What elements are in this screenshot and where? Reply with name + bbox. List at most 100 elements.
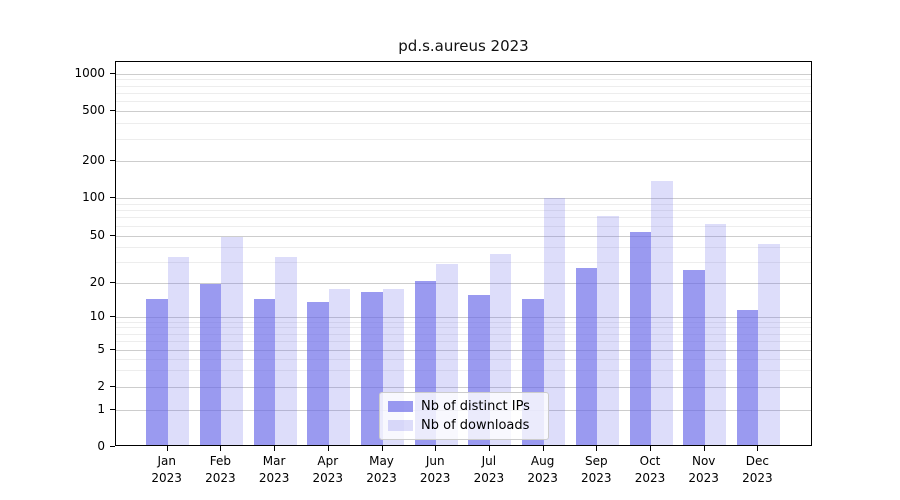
bar-distinct-ips-mar	[253, 298, 276, 445]
y-tick-mark	[110, 159, 115, 161]
x-tick-mark	[220, 446, 222, 451]
major-gridline	[116, 283, 811, 285]
minor-gridline	[116, 210, 811, 212]
x-tick-year: 2023	[366, 471, 397, 485]
bar-downloads-nov	[704, 223, 727, 445]
y-tick-label: 1	[97, 401, 105, 416]
y-tick-mark	[110, 72, 115, 74]
bar-downloads-dec	[758, 244, 780, 445]
x-tick-month: Jun	[425, 454, 445, 468]
x-tick-label-apr: Apr 2023	[296, 453, 360, 487]
x-tick-label-feb: Feb 2023	[188, 453, 252, 487]
y-tick-label: 20	[89, 275, 105, 290]
x-tick-label-oct: Oct 2023	[618, 453, 682, 487]
x-tick-label-may: May 2023	[350, 453, 414, 487]
minor-gridline	[116, 217, 811, 219]
bar-downloads-feb	[221, 236, 243, 445]
y-tick-mark	[110, 197, 115, 198]
x-tick-year: 2023	[312, 471, 344, 485]
x-tick-mark	[327, 446, 329, 451]
bar-downloads-jan	[167, 256, 190, 445]
minor-gridline	[116, 123, 811, 125]
x-tick-month: Mar	[262, 454, 286, 468]
legend-label-downloads: Nb of downloads	[421, 418, 530, 433]
x-tick-mark	[542, 446, 544, 451]
bar-distinct-ips-nov	[683, 269, 705, 445]
x-tick-mark	[596, 446, 598, 451]
x-tick-year: 2023	[688, 471, 719, 485]
y-tick-label: 100	[82, 190, 105, 204]
x-tick-mark	[274, 446, 276, 451]
x-tick-month: Jul	[481, 454, 497, 468]
x-tick-month: Apr	[317, 454, 339, 468]
x-tick-year: 2023	[258, 471, 290, 485]
y-tick-label: 50	[89, 227, 105, 242]
minor-gridline	[116, 138, 811, 140]
major-gridline	[116, 350, 811, 351]
bar-downloads-mar	[275, 256, 297, 445]
legend-item-downloads: Nb of downloads	[388, 418, 538, 433]
y-tick-label: 2	[97, 378, 105, 393]
bar-distinct-ips-may	[361, 292, 383, 445]
x-tick-year: 2023	[527, 471, 558, 485]
x-tick-month: May	[369, 454, 394, 468]
x-tick-month: Sep	[584, 454, 608, 468]
x-tick-year: 2023	[742, 471, 773, 485]
major-gridline	[116, 198, 811, 199]
major-gridline	[116, 235, 811, 237]
bar-downloads-sep	[597, 216, 619, 445]
x-tick-year: 2023	[205, 471, 236, 485]
legend-swatch-distinct-ips	[388, 401, 413, 412]
minor-gridline	[116, 225, 811, 227]
y-tick-mark	[110, 282, 115, 284]
bar-distinct-ips-dec	[736, 310, 759, 445]
y-tick-label: 0	[97, 439, 105, 453]
minor-gridline	[116, 327, 811, 329]
legend: Nb of distinct IPs Nb of downloads	[379, 392, 549, 440]
y-tick-label: 500	[82, 103, 105, 118]
bar-distinct-ips-apr	[307, 302, 329, 445]
x-tick-label-jan: Jan 2023	[135, 453, 199, 487]
y-tick-mark	[110, 349, 115, 350]
y-tick-label: 1000	[74, 65, 105, 80]
x-tick-label-jul: Jul 2023	[457, 453, 521, 487]
minor-gridline	[116, 203, 811, 205]
bar-distinct-ips-sep	[575, 267, 598, 445]
y-tick-label: 5	[97, 342, 105, 356]
minor-gridline	[116, 262, 811, 264]
x-tick-month: Feb	[209, 454, 232, 468]
x-tick-mark	[703, 446, 705, 451]
x-tick-mark	[166, 446, 168, 451]
major-gridline	[116, 316, 811, 318]
x-tick-mark	[381, 446, 383, 451]
plot-area	[115, 61, 812, 446]
bar-downloads-oct	[651, 181, 673, 445]
legend-swatch-downloads	[388, 420, 413, 431]
x-tick-label-dec: Dec 2023	[725, 453, 789, 487]
x-tick-year: 2023	[473, 471, 505, 485]
y-tick-label: 200	[82, 152, 105, 167]
x-tick-year: 2023	[581, 471, 612, 485]
x-tick-label-jun: Jun 2023	[403, 453, 467, 487]
minor-gridline	[116, 93, 811, 95]
bar-downloads-aug	[543, 198, 566, 445]
x-tick-label-mar: Mar 2023	[242, 453, 306, 487]
x-tick-label-sep: Sep 2023	[564, 453, 628, 487]
y-tick-mark	[110, 446, 115, 447]
x-tick-label-aug: Aug 2023	[511, 453, 575, 487]
minor-gridline	[116, 370, 811, 372]
y-tick-mark	[110, 315, 115, 317]
x-tick-month: Nov	[691, 454, 716, 468]
y-tick-mark	[110, 408, 115, 410]
x-tick-year: 2023	[151, 471, 182, 485]
x-tick-mark	[650, 446, 651, 451]
legend-label-distinct-ips: Nb of distinct IPs	[421, 399, 530, 414]
x-tick-month: Dec	[745, 454, 769, 468]
bar-downloads-apr	[328, 289, 351, 445]
x-tick-mark	[757, 446, 759, 451]
x-tick-month: Jan	[157, 454, 176, 468]
bar-distinct-ips-oct	[629, 231, 651, 445]
x-tick-year: 2023	[419, 471, 451, 485]
minor-gridline	[116, 321, 811, 323]
